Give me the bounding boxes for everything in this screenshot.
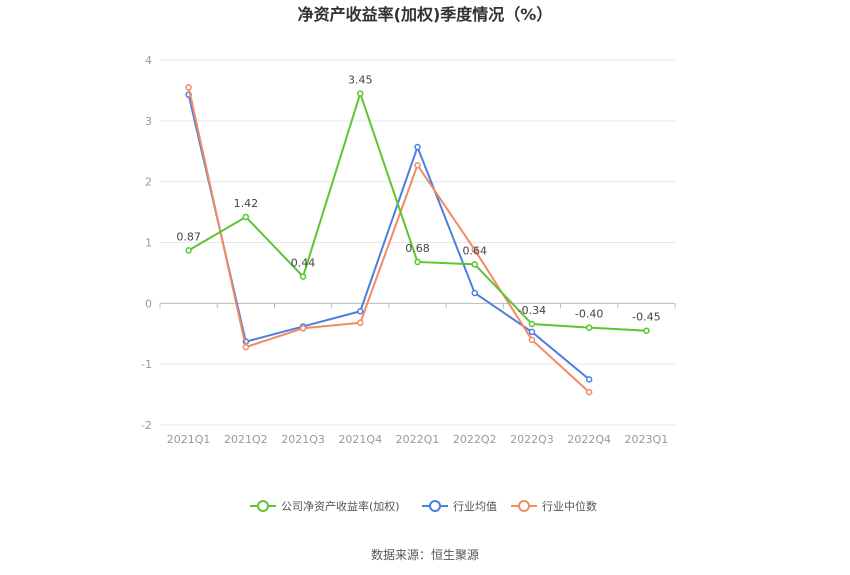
data-point: [585, 376, 593, 383]
data-label: -0.34: [518, 304, 546, 317]
legend-marker: [257, 500, 269, 512]
data-label: 1.42: [234, 197, 259, 210]
data-point: [471, 289, 478, 297]
y-tick-label: 0: [145, 297, 152, 310]
legend-marker: [518, 500, 530, 512]
data-point: [528, 328, 536, 336]
x-tick-label: 2023Q1: [625, 433, 669, 446]
x-tick-label: 2022Q1: [396, 433, 440, 446]
data-label: -0.45: [632, 311, 660, 324]
data-label: 0.87: [176, 230, 201, 243]
x-tick-label: 2022Q2: [453, 433, 497, 446]
data-point: [528, 320, 536, 328]
data-point: [528, 336, 536, 344]
data-point: [299, 325, 307, 332]
y-axis: -2 -1 0 1 2 3 4: [141, 54, 152, 432]
legend-label: 公司净资产收益率(加权): [281, 499, 400, 513]
source-note: 数据来源：恒生聚源: [371, 547, 479, 562]
chart-title: 净资产收益率(加权)季度情况（%）: [298, 5, 553, 24]
legend-item[interactable]: 行业中位数: [511, 499, 597, 513]
data-point: [357, 307, 364, 315]
series-line: [187, 87, 590, 393]
data-point: [185, 247, 192, 254]
y-tick-label: 4: [145, 54, 152, 67]
legend-item[interactable]: 公司净资产收益率(加权): [250, 499, 400, 513]
data-point: [414, 143, 421, 151]
data-label: 0.44: [291, 257, 316, 270]
data-label: -0.40: [575, 308, 603, 321]
legend-label: 行业均值: [453, 500, 497, 513]
x-tick-label: 2022Q3: [510, 433, 554, 446]
data-point: [585, 388, 593, 396]
legend-marker: [429, 500, 441, 512]
data-point: [242, 213, 250, 221]
series-group: [185, 84, 650, 396]
legend-item[interactable]: 行业均值: [422, 500, 497, 513]
y-tick-label: -1: [141, 358, 152, 371]
x-tick-label: 2021Q3: [281, 433, 325, 446]
data-point: [585, 324, 593, 331]
data-point: [471, 246, 478, 254]
data-point: [414, 258, 421, 266]
data-point: [299, 273, 307, 280]
x-tick-label: 2021Q1: [167, 433, 211, 446]
y-tick-label: -2: [141, 419, 152, 432]
y-tick-label: 1: [145, 237, 152, 250]
x-tick-label: 2021Q4: [338, 433, 382, 446]
data-label: 3.45: [348, 73, 373, 86]
legend-label: 行业中位数: [542, 499, 597, 513]
x-tick-label: 2022Q4: [567, 433, 611, 446]
data-label: 0.64: [462, 244, 487, 257]
x-tick-label: 2021Q2: [224, 433, 268, 446]
data-label: 0.68: [405, 242, 430, 255]
y-tick-label: 3: [145, 115, 152, 128]
series-line: [188, 90, 647, 332]
data-point: [242, 343, 250, 351]
data-labels: 0.87 1.42 0.44 3.45 0.68 0.64 -0.34 -0.40 -0.45: [176, 73, 660, 323]
legend: 公司净资产收益率(加权) 行业均值 行业中位数: [250, 499, 597, 513]
data-point: [643, 327, 650, 334]
x-axis: 2021Q1 2021Q2 2021Q3 2021Q4 2022Q1 2022Q2 2022…: [159, 302, 676, 446]
data-point: [357, 319, 364, 327]
data-point: [471, 261, 478, 268]
grid-lines: [160, 59, 675, 426]
data-point: [357, 90, 364, 97]
data-point: [414, 161, 421, 169]
y-tick-label: 2: [145, 176, 152, 189]
data-point: [185, 84, 192, 91]
